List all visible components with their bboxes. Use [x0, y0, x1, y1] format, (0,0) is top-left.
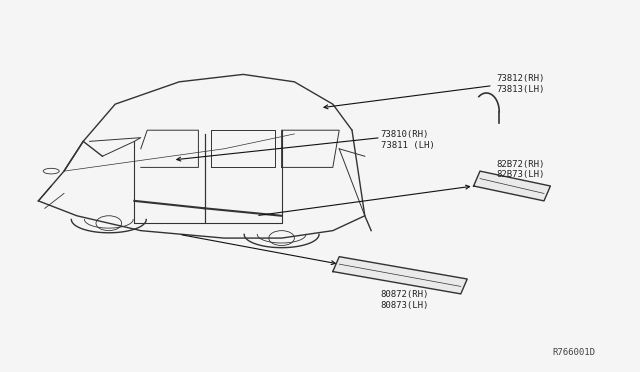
Polygon shape: [474, 171, 550, 201]
Polygon shape: [333, 257, 467, 294]
Text: R766001D: R766001D: [552, 348, 595, 357]
Text: 73812(RH)
73813(LH): 73812(RH) 73813(LH): [496, 74, 545, 94]
Text: 73810(RH)
73811 (LH): 73810(RH) 73811 (LH): [381, 130, 435, 150]
Text: 82B72(RH)
82B73(LH): 82B72(RH) 82B73(LH): [496, 160, 545, 179]
Text: 80872(RH)
80873(LH): 80872(RH) 80873(LH): [381, 290, 429, 310]
